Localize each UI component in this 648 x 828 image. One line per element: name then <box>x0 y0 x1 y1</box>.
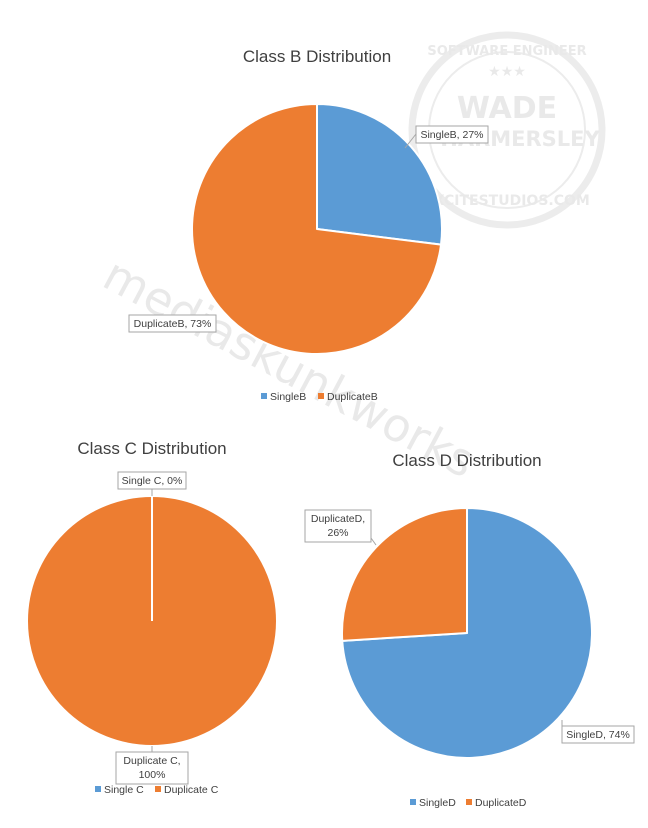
watermark-seal-bottom: EXCITESTUDIOS.COM <box>424 193 590 209</box>
chart-title: Class C Distribution <box>77 439 226 458</box>
data-label-text: DuplicateB, 73% <box>134 318 212 330</box>
legend-swatch <box>261 393 267 399</box>
pie-slices <box>27 496 277 746</box>
legend-swatch <box>155 786 161 792</box>
pie-chart-class-c: Class C Distribution Single C, 0% Duplica… <box>27 439 277 796</box>
legend-label: DuplicateB <box>327 391 378 403</box>
data-label-text: DuplicateD, <box>311 513 365 525</box>
data-label-text: 100% <box>139 769 166 781</box>
legend: SingleD DuplicateD <box>410 797 527 809</box>
watermark-seal-name-line1: WADE <box>457 91 557 126</box>
legend-swatch <box>466 799 472 805</box>
legend-entry: SingleD <box>410 797 456 809</box>
legend-label: Duplicate C <box>164 784 219 796</box>
watermark-seal-top: SOFTWARE ENGINEER <box>427 44 586 59</box>
pie-slices <box>192 104 442 354</box>
legend-label: SingleD <box>419 797 456 809</box>
watermark-stars: ★★★ <box>488 64 526 80</box>
legend-label: DuplicateD <box>475 797 527 809</box>
legend-entry: Duplicate C <box>155 784 219 796</box>
data-label: DuplicateD, 26% <box>305 510 376 545</box>
chart-title: Class D Distribution <box>392 451 541 470</box>
legend-label: SingleB <box>270 391 306 403</box>
pie-slices <box>342 508 592 758</box>
data-label: SingleD, 74% <box>562 720 634 743</box>
data-label: DuplicateB, 73% <box>129 315 216 332</box>
leader-line <box>371 538 376 545</box>
data-label-text: SingleB, 27% <box>420 129 483 141</box>
data-label-text: 26% <box>327 527 348 539</box>
data-label: Single C, 0% <box>118 472 186 496</box>
legend-entry: DuplicateD <box>466 797 527 809</box>
legend-swatch <box>318 393 324 399</box>
legend-entry: DuplicateB <box>318 391 378 403</box>
chart-title: Class B Distribution <box>243 47 391 66</box>
legend-label: Single C <box>104 784 144 796</box>
legend-entry: SingleB <box>261 391 306 403</box>
data-label-text: SingleD, 74% <box>566 729 630 741</box>
legend-swatch <box>95 786 101 792</box>
pie-slice-singleb <box>317 104 442 245</box>
data-label-text: Single C, 0% <box>122 475 183 487</box>
legend-entry: Single C <box>95 784 144 796</box>
legend-swatch <box>410 799 416 805</box>
data-label: Duplicate C, 100% <box>116 746 188 784</box>
data-label-text: Duplicate C, <box>123 755 180 767</box>
pie-chart-class-d: Class D Distribution SingleD, 74% Duplica… <box>305 451 634 809</box>
legend: Single C Duplicate C <box>95 784 219 796</box>
